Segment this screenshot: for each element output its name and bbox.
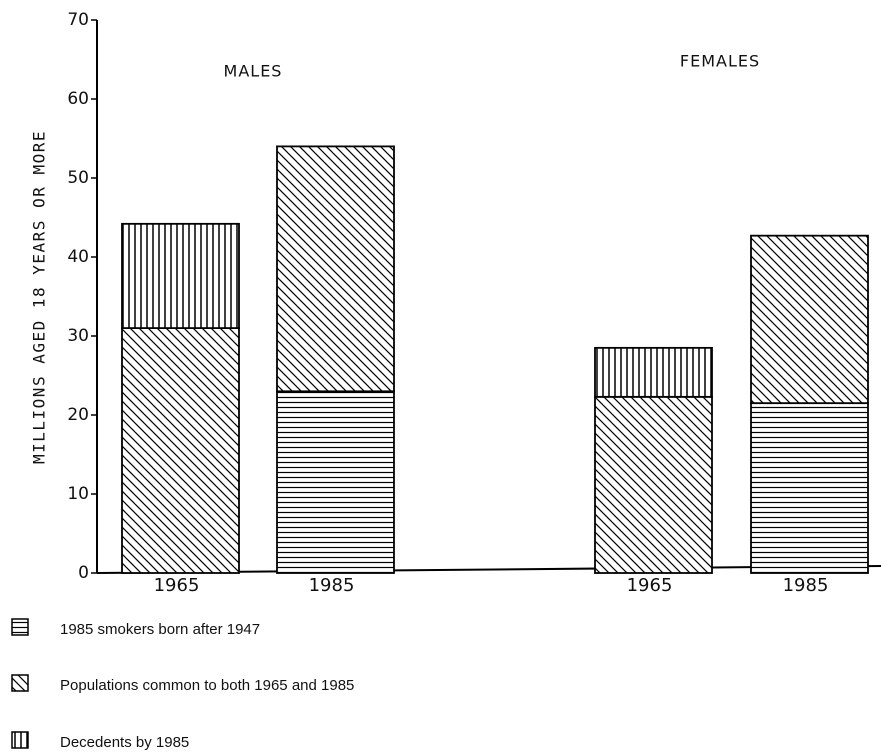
group-label: FEMALES — [680, 52, 760, 71]
legend-label: 1985 smokers born after 1947 — [60, 621, 260, 638]
bar-segment — [121, 327, 240, 574]
group-label: MALES — [224, 62, 283, 81]
legend-swatch — [11, 674, 29, 692]
y-tick-label: 30 — [67, 326, 89, 346]
y-tick-label: 70 — [67, 10, 89, 30]
y-tick-label: 40 — [67, 247, 89, 267]
bar-segment — [276, 145, 395, 393]
bar-segment — [121, 222, 240, 330]
legend-swatch — [11, 731, 29, 749]
bar-segment — [750, 234, 869, 405]
bar-segment — [594, 346, 713, 398]
y-tick-label: 60 — [67, 89, 89, 109]
y-tick-label: 50 — [67, 168, 89, 188]
bar-segment — [276, 390, 395, 574]
y-axis-label: MILLIONS AGED 18 YEARS OR MORE — [30, 130, 49, 464]
x-tick-label: 1965 — [627, 575, 673, 596]
legend-label: Decedents by 1985 — [60, 734, 189, 751]
legend-label: Populations common to both 1965 and 1985 — [60, 677, 354, 694]
bar-segment — [594, 395, 713, 574]
x-tick-label: 1985 — [783, 575, 829, 596]
y-tick-label: 10 — [67, 484, 89, 504]
legend-swatch — [11, 618, 29, 636]
y-tick-label: 0 — [78, 563, 89, 583]
bar-segment — [750, 402, 869, 574]
y-tick-label: 20 — [67, 405, 89, 425]
x-tick-label: 1985 — [309, 575, 355, 596]
x-tick-label: 1965 — [154, 575, 200, 596]
